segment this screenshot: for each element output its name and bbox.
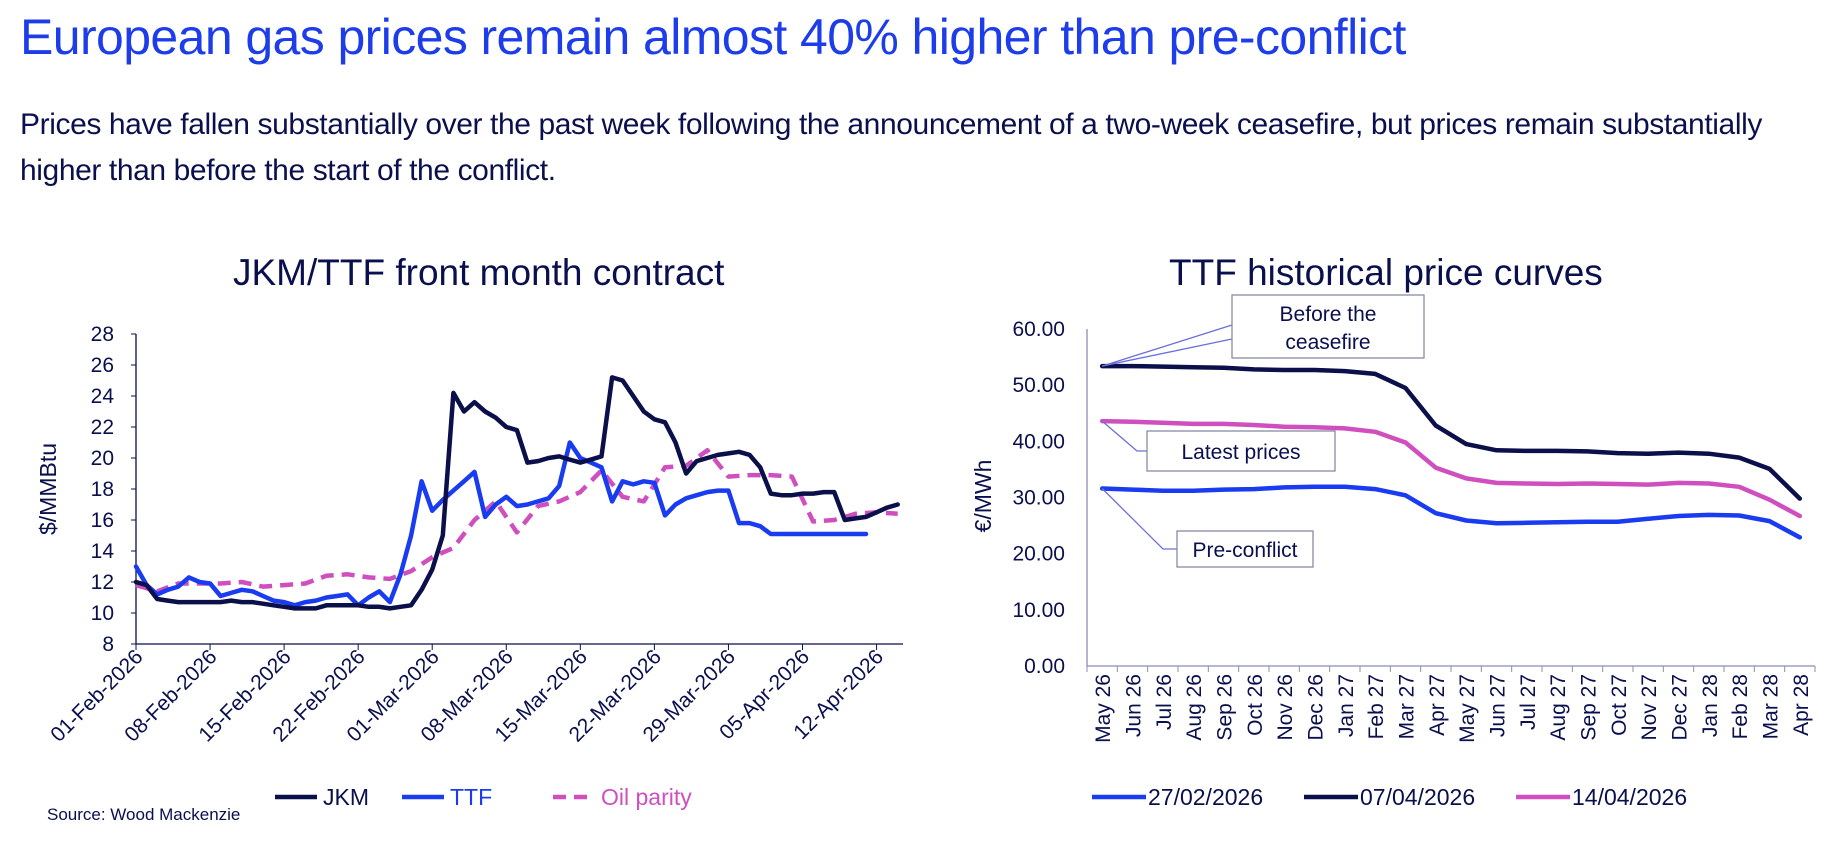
series-line-ttf <box>133 440 869 608</box>
y-axis-label: €/MWh <box>970 460 996 533</box>
source-note: Source: Wood Mackenzie <box>47 805 241 824</box>
y-tick-label: 12 <box>91 571 114 594</box>
y-tick-label: 16 <box>91 509 114 532</box>
x-tick-label: May 27 <box>1456 674 1479 743</box>
callout-line-latest-prices <box>1101 420 1147 452</box>
y-tick-label: 20 <box>91 447 114 470</box>
x-tick-label: Apr 27 <box>1426 674 1449 736</box>
callout-text-before-ceasefire: Before the <box>1280 303 1377 326</box>
series-line-oil-parity <box>135 448 898 594</box>
y-tick-label: 50.00 <box>1012 374 1065 397</box>
x-tick-label: Dec 27 <box>1669 674 1692 741</box>
y-tick-label: 14 <box>91 540 115 563</box>
y-tick-label: 28 <box>91 323 114 346</box>
series-line-14-04-2026 <box>1099 418 1803 519</box>
y-tick-label: 26 <box>91 354 114 377</box>
y-tick-label: 0.00 <box>1024 655 1065 678</box>
y-tick-label: 30.00 <box>1012 487 1065 510</box>
legend-label-jkm: JKM <box>323 784 369 810</box>
callout-box-pre-conflict <box>1176 530 1314 568</box>
series-line-27-02-2026 <box>1099 484 1803 540</box>
y-tick-label: 10.00 <box>1012 599 1065 622</box>
callout-line-before-ceasefire <box>1102 338 1233 367</box>
x-tick-label: Jan 28 <box>1699 674 1722 737</box>
callout-text-pre-conflict: Pre-conflict <box>1192 539 1297 562</box>
callout-text-before-ceasefire: ceasefire <box>1285 331 1370 354</box>
x-tick-label: Feb 28 <box>1729 674 1752 739</box>
y-tick-label: 10 <box>91 602 114 625</box>
legend-label-14-04-2026: 14/04/2026 <box>1572 784 1687 810</box>
x-tick-label: Oct 27 <box>1608 674 1631 736</box>
right-chart-title: TTF historical price curves <box>1169 252 1603 293</box>
page-headline: European gas prices remain almost 40% hi… <box>20 9 1406 65</box>
legend-label-27-02-2026: 27/02/2026 <box>1148 784 1263 810</box>
callout-line-before-ceasefire <box>1101 324 1233 367</box>
x-tick-label: Oct 26 <box>1244 674 1267 736</box>
y-axis-label: $/MMBtu <box>35 443 61 535</box>
x-tick-label: Nov 26 <box>1274 674 1297 741</box>
x-tick-label: Feb 27 <box>1365 674 1388 739</box>
x-tick-label: Jan 27 <box>1335 674 1358 737</box>
callout-box-latest-prices <box>1146 430 1336 472</box>
x-tick-label: Aug 27 <box>1547 674 1570 741</box>
y-tick-label: 8 <box>102 633 114 656</box>
x-tick-label: Mar 27 <box>1396 674 1419 739</box>
y-tick-label: 22 <box>91 416 114 439</box>
x-tick-label: Sep 27 <box>1578 674 1601 741</box>
y-tick-label: 24 <box>91 385 115 408</box>
y-tick-label: 40.00 <box>1012 430 1065 453</box>
x-tick-label: Jun 26 <box>1123 674 1146 737</box>
x-tick-label: Aug 26 <box>1183 674 1206 741</box>
x-tick-label: Sep 26 <box>1214 674 1237 741</box>
series-line-07-04-2026 <box>1099 363 1803 501</box>
y-tick-label: 20.00 <box>1012 543 1065 566</box>
callout-text-latest-prices: Latest prices <box>1181 441 1300 464</box>
x-tick-label: Mar 28 <box>1760 674 1783 739</box>
legend-label-oil-parity: Oil parity <box>601 784 692 810</box>
x-tick-label: Jul 26 <box>1153 674 1176 730</box>
x-tick-label: Dec 26 <box>1305 674 1328 741</box>
y-tick-label: 60.00 <box>1012 318 1065 341</box>
x-tick-label: Jun 27 <box>1487 674 1510 737</box>
x-tick-label: Jul 27 <box>1517 674 1540 730</box>
page-subtitle: Prices have fallen substantially over th… <box>20 108 1762 187</box>
series-line-jkm <box>133 375 900 611</box>
y-tick-label: 18 <box>91 478 114 501</box>
x-tick-label: May 26 <box>1092 674 1115 743</box>
x-tick-label: Nov 27 <box>1638 674 1661 741</box>
legend-label-ttf: TTF <box>450 784 492 810</box>
legend-label-07-04-2026: 07/04/2026 <box>1360 784 1475 810</box>
x-tick-label: Apr 28 <box>1790 674 1813 736</box>
left-chart-title: JKM/TTF front month contract <box>233 252 725 293</box>
callout-line-pre-conflict <box>1101 488 1177 550</box>
callout-box-before-ceasefire <box>1231 294 1425 359</box>
